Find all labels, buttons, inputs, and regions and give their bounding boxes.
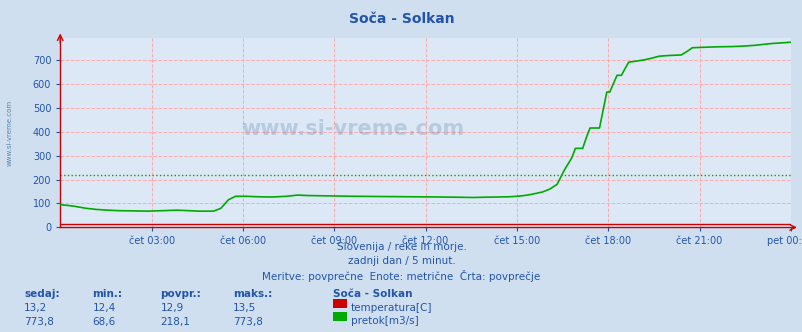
Text: maks.:: maks.: [233, 289, 272, 299]
Text: 773,8: 773,8 [233, 317, 262, 327]
Text: temperatura[C]: temperatura[C] [350, 303, 431, 313]
Text: 773,8: 773,8 [24, 317, 54, 327]
Text: 68,6: 68,6 [92, 317, 115, 327]
Text: 218,1: 218,1 [160, 317, 190, 327]
Text: Slovenija / reke in morje.: Slovenija / reke in morje. [336, 242, 466, 252]
Text: zadnji dan / 5 minut.: zadnji dan / 5 minut. [347, 256, 455, 266]
Text: sedaj:: sedaj: [24, 289, 59, 299]
Text: 13,2: 13,2 [24, 303, 47, 313]
Text: 12,9: 12,9 [160, 303, 184, 313]
Text: Meritve: povprečne  Enote: metrične  Črta: povprečje: Meritve: povprečne Enote: metrične Črta:… [262, 270, 540, 282]
Text: www.si-vreme.com: www.si-vreme.com [241, 119, 464, 139]
Text: Soča - Solkan: Soča - Solkan [348, 12, 454, 26]
Text: povpr.:: povpr.: [160, 289, 201, 299]
Text: min.:: min.: [92, 289, 122, 299]
Text: Soča - Solkan: Soča - Solkan [333, 289, 412, 299]
Text: 13,5: 13,5 [233, 303, 256, 313]
Text: 12,4: 12,4 [92, 303, 115, 313]
Text: www.si-vreme.com: www.si-vreme.com [6, 100, 13, 166]
Text: pretok[m3/s]: pretok[m3/s] [350, 316, 418, 326]
